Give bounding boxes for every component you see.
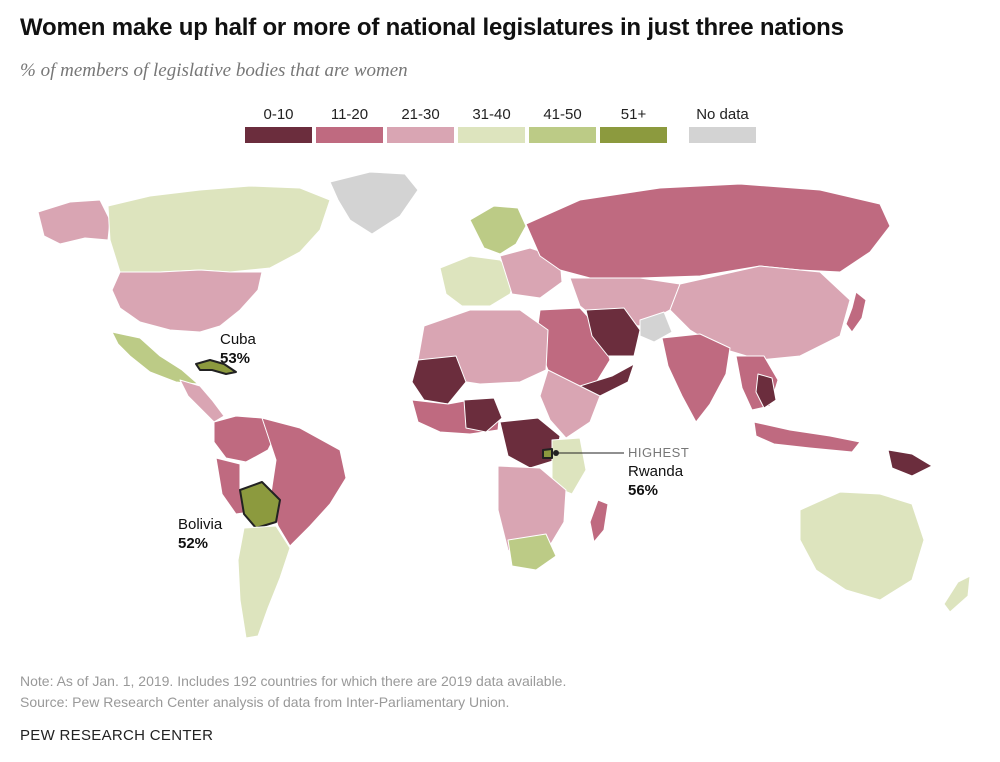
legend-item-31-40: 31-40 bbox=[458, 105, 525, 143]
region-new-zealand bbox=[943, 575, 971, 613]
chart-subtitle: % of members of legislative bodies that … bbox=[20, 60, 408, 81]
callout-cuba-name: Cuba bbox=[220, 331, 256, 348]
chart-title: Women make up half or more of national l… bbox=[20, 14, 844, 41]
footnote: Note: As of Jan. 1, 2019. Includes 192 c… bbox=[20, 671, 566, 713]
region-papua-new-guinea bbox=[887, 449, 933, 477]
brand-credit: PEW RESEARCH CENTER bbox=[20, 727, 214, 744]
region-central-america bbox=[179, 379, 225, 423]
region-central-africa bbox=[499, 417, 561, 469]
callout-cuba: Cuba 53% bbox=[220, 330, 256, 368]
region-brazil bbox=[261, 417, 347, 547]
region-horn-africa bbox=[539, 369, 601, 439]
legend-item-41-50: 41-50 bbox=[529, 105, 596, 143]
region-south-africa bbox=[507, 533, 557, 571]
callout-rwanda: HIGHEST Rwanda 56% bbox=[628, 443, 689, 500]
legend-label: 41-50 bbox=[543, 106, 582, 123]
callout-cuba-value: 53% bbox=[220, 350, 251, 367]
region-argentina-chile bbox=[237, 525, 291, 639]
source-text: Source: Pew Research Center analysis of … bbox=[20, 694, 510, 710]
world-map bbox=[37, 171, 971, 639]
region-russia bbox=[525, 183, 891, 279]
callout-bolivia: Bolivia 52% bbox=[178, 515, 222, 553]
legend-item-21-30: 21-30 bbox=[387, 105, 454, 143]
region-australia bbox=[799, 491, 925, 601]
region-canada bbox=[107, 185, 331, 273]
legend-label: 0-10 bbox=[263, 106, 294, 123]
legend-label: No data bbox=[696, 106, 749, 123]
region-mexico bbox=[111, 331, 199, 385]
region-india bbox=[661, 333, 731, 423]
region-myanmar-thailand bbox=[755, 373, 777, 409]
legend-item-0-10: 0-10 bbox=[245, 105, 312, 143]
region-greenland bbox=[329, 171, 419, 235]
region-colombia-venezuela bbox=[213, 415, 277, 463]
legend-item-51-plus: 51+ bbox=[600, 105, 667, 143]
legend-swatch bbox=[600, 127, 667, 143]
note-text: Note: As of Jan. 1, 2019. Includes 192 c… bbox=[20, 673, 567, 689]
legend-swatch bbox=[458, 127, 525, 143]
region-madagascar bbox=[589, 499, 609, 543]
region-cuba bbox=[195, 359, 237, 375]
legend-swatch bbox=[316, 127, 383, 143]
region-nigeria bbox=[463, 397, 503, 433]
region-western-europe bbox=[439, 255, 517, 307]
legend-swatch bbox=[689, 127, 756, 143]
region-alaska bbox=[37, 199, 111, 245]
callout-bolivia-name: Bolivia bbox=[178, 516, 223, 533]
legend-item-11-20: 11-20 bbox=[316, 105, 383, 143]
legend: 0-10 11-20 21-30 31-40 41-50 51+ No data bbox=[0, 105, 1000, 150]
region-rwanda bbox=[542, 448, 553, 459]
legend-label: 31-40 bbox=[472, 106, 511, 123]
region-iran bbox=[585, 307, 641, 357]
legend-label: 51+ bbox=[620, 106, 647, 123]
region-sahel bbox=[411, 355, 467, 405]
region-japan bbox=[845, 291, 867, 333]
region-china bbox=[669, 265, 851, 361]
region-usa bbox=[111, 269, 263, 333]
callout-rwanda-prefix: HIGHEST bbox=[628, 445, 690, 460]
region-scandinavia bbox=[469, 205, 527, 255]
callout-bolivia-value: 52% bbox=[178, 535, 209, 552]
rwanda-marker-dot bbox=[553, 450, 559, 456]
legend-label: 21-30 bbox=[401, 106, 440, 123]
region-bolivia bbox=[239, 481, 281, 529]
region-afghanistan bbox=[639, 311, 673, 343]
region-indonesia bbox=[753, 421, 861, 453]
legend-swatch bbox=[387, 127, 454, 143]
legend-item-no-data: No data bbox=[689, 105, 756, 143]
callout-rwanda-value: 56% bbox=[628, 482, 659, 499]
legend-swatch bbox=[529, 127, 596, 143]
callout-rwanda-name: Rwanda bbox=[628, 463, 684, 480]
legend-label: 11-20 bbox=[330, 106, 369, 123]
legend-swatch bbox=[245, 127, 312, 143]
